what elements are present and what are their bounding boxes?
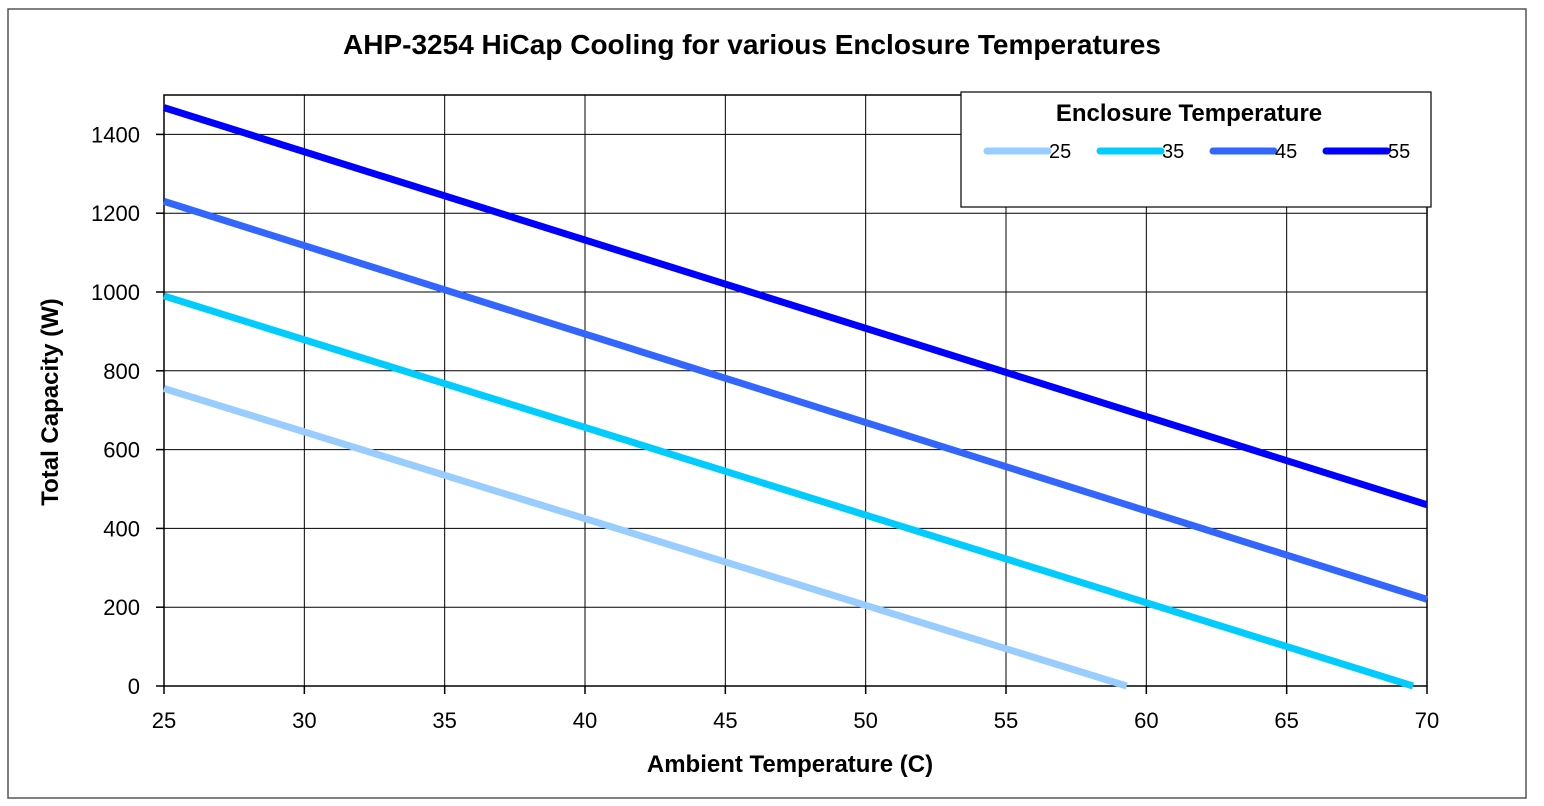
x-tick-label: 50 xyxy=(853,708,877,733)
x-axis-label: Ambient Temperature (C) xyxy=(647,751,933,778)
y-tick-label: 200 xyxy=(103,595,140,620)
legend-label-45: 45 xyxy=(1275,141,1297,163)
y-tick-label: 400 xyxy=(103,516,140,541)
legend-title: Enclosure Temperature xyxy=(1056,100,1322,127)
y-axis-ticks: 0 200 400 600 800 1000 1200 1400 xyxy=(91,122,164,699)
series-line-35 xyxy=(162,292,1415,690)
y-tick-label: 1200 xyxy=(91,201,140,226)
legend-label-25: 25 xyxy=(1049,141,1071,163)
x-axis-ticks: 25 30 35 40 45 50 55 60 65 70 xyxy=(152,686,1439,733)
series-lines xyxy=(162,104,1429,690)
legend-label-55: 55 xyxy=(1388,141,1410,163)
x-tick-label: 65 xyxy=(1274,708,1298,733)
legend-items: 25 35 45 55 xyxy=(983,141,1410,163)
y-tick-label: 0 xyxy=(128,674,140,699)
series-line-45 xyxy=(162,198,1429,603)
y-tick-label: 1000 xyxy=(91,280,140,305)
x-tick-label: 30 xyxy=(292,708,316,733)
y-tick-label: 1400 xyxy=(91,122,140,147)
legend-label-35: 35 xyxy=(1162,141,1184,163)
x-tick-label: 60 xyxy=(1134,708,1158,733)
x-tick-label: 25 xyxy=(152,708,176,733)
x-tick-label: 45 xyxy=(713,708,737,733)
y-tick-label: 600 xyxy=(103,438,140,463)
series-line-25 xyxy=(162,385,1128,690)
chart-title: AHP-3254 HiCap Cooling for various Enclo… xyxy=(343,29,1161,60)
x-tick-label: 55 xyxy=(994,708,1018,733)
x-tick-label: 35 xyxy=(432,708,456,733)
legend: Enclosure Temperature 25 35 45 55 xyxy=(960,91,1432,208)
y-tick-label: 800 xyxy=(103,359,140,384)
y-axis-label: Total Capacity (W) xyxy=(37,298,64,506)
x-tick-label: 40 xyxy=(573,708,597,733)
series-line-55 xyxy=(162,104,1429,509)
x-tick-label: 70 xyxy=(1415,708,1439,733)
